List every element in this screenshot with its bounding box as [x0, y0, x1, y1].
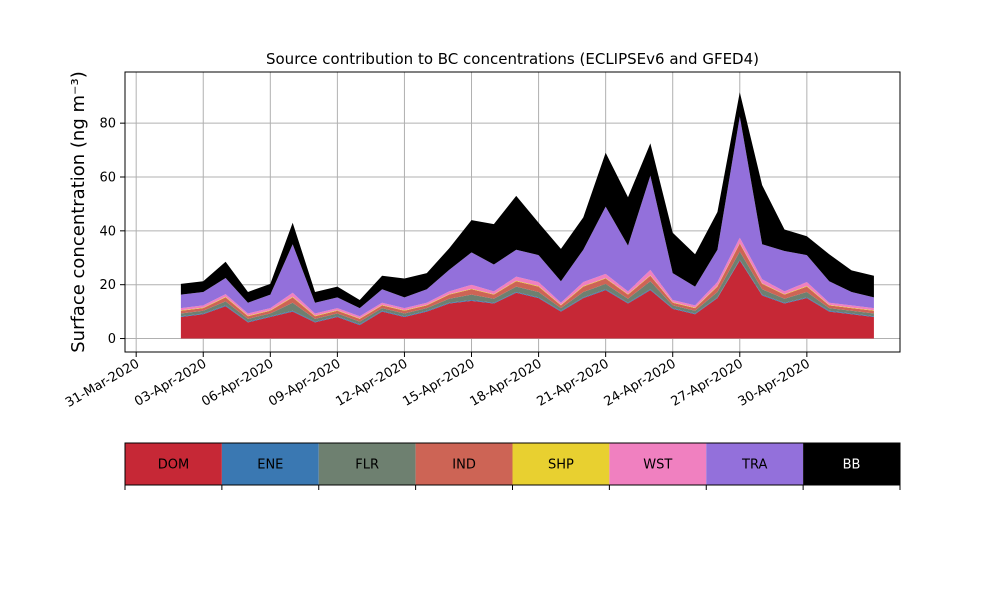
legend-swatch-shp — [512, 443, 610, 485]
legend-swatch-dom — [125, 443, 222, 485]
legend-swatch-bb — [803, 443, 900, 485]
x-tick-label: 30-Apr-2020 — [736, 356, 813, 409]
legend-label-flr: FLR — [355, 458, 379, 473]
y-tick-label: 0 — [108, 332, 116, 347]
x-tick-label: 09-Apr-2020 — [266, 356, 343, 409]
legend-label-wst: WST — [643, 458, 672, 473]
legend-label-bb: BB — [843, 458, 861, 473]
area-series-dom — [180, 260, 874, 339]
chart-title: Source contribution to BC concentrations… — [266, 50, 759, 68]
x-tick-label: 18-Apr-2020 — [467, 356, 544, 409]
y-axis-label: Surface concentration (ng m⁻³) — [68, 71, 89, 353]
area-series-flr — [180, 251, 874, 325]
legend-swatch-wst — [609, 443, 707, 485]
area-series-bb — [180, 92, 874, 309]
x-tick-label: 27-Apr-2020 — [669, 356, 746, 409]
legend-label-shp: SHP — [548, 458, 574, 473]
legend-label-ene: ENE — [257, 458, 283, 473]
x-tick-label: 15-Apr-2020 — [400, 356, 477, 409]
y-tick-label: 80 — [99, 117, 116, 132]
plot-frame — [124, 71, 901, 353]
legend-layer: DOM ENE FLR IND SHP WST TRA BB — [124, 442, 901, 490]
legend-label-ind: IND — [452, 458, 476, 473]
legend-swatch-ene — [221, 443, 319, 485]
legend-swatch-tra — [706, 443, 804, 485]
legend-swatch-ind — [415, 443, 513, 485]
y-tick-label: 60 — [99, 171, 116, 186]
x-tick-label: 24-Apr-2020 — [602, 356, 679, 409]
x-tick-label: 21-Apr-2020 — [535, 356, 612, 409]
legend-label-dom: DOM — [158, 458, 189, 473]
x-tick-label: 06-Apr-2020 — [199, 356, 276, 409]
x-tick-label: 31-Mar-2020 — [63, 356, 142, 410]
area-series-tra — [180, 116, 874, 317]
legend-label-tra: TRA — [741, 458, 767, 473]
legend-swatch-flr — [318, 443, 416, 485]
x-tick-label: 12-Apr-2020 — [333, 356, 410, 409]
y-tick-label: 20 — [99, 278, 116, 293]
x-tick-label: 03-Apr-2020 — [132, 356, 209, 409]
area-layer — [180, 92, 874, 339]
y-tick-label: 40 — [99, 224, 116, 239]
